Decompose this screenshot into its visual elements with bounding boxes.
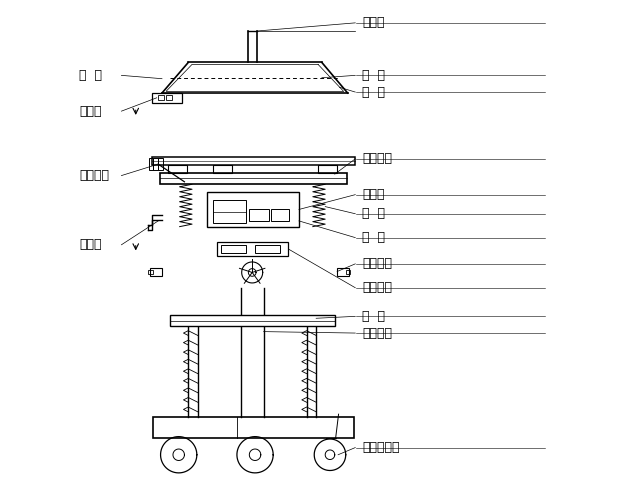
Text: 调整螺丝: 调整螺丝 xyxy=(362,326,392,339)
Text: 支  架: 支 架 xyxy=(362,310,385,323)
Bar xyxy=(318,165,337,173)
Text: 上  框: 上 框 xyxy=(80,69,102,82)
Text: 进料口: 进料口 xyxy=(362,16,384,29)
Bar xyxy=(217,242,289,256)
Bar xyxy=(150,268,162,276)
Text: 尼龙刹车轮: 尼龙刹车轮 xyxy=(362,441,399,454)
Bar xyxy=(148,270,153,275)
Bar xyxy=(221,245,246,253)
Bar xyxy=(152,157,355,165)
Text: 弹  簧: 弹 簧 xyxy=(362,207,385,220)
Text: 出料口: 出料口 xyxy=(80,105,102,118)
Bar xyxy=(160,173,347,184)
Text: 细  网: 细 网 xyxy=(362,69,385,82)
Bar xyxy=(149,158,154,170)
Text: 上部重锤: 上部重锤 xyxy=(362,152,392,166)
Bar xyxy=(337,268,349,276)
Bar xyxy=(154,158,158,170)
Text: 电  机: 电 机 xyxy=(362,231,385,244)
Bar xyxy=(213,165,232,173)
Text: 出料口: 出料口 xyxy=(80,238,102,251)
Bar xyxy=(158,96,164,100)
Bar xyxy=(154,417,354,438)
Bar xyxy=(271,209,289,221)
Bar xyxy=(213,200,246,223)
Text: 波形手轮: 波形手轮 xyxy=(80,169,109,182)
Bar xyxy=(152,93,181,103)
Bar xyxy=(158,158,163,170)
Text: 下部重锤: 下部重锤 xyxy=(362,281,392,294)
Bar xyxy=(255,245,280,253)
Bar xyxy=(167,96,173,100)
Bar xyxy=(168,165,187,173)
Bar xyxy=(170,315,335,326)
Text: 五星把手: 五星把手 xyxy=(362,257,392,270)
Text: 网  架: 网 架 xyxy=(362,85,385,98)
Bar xyxy=(346,270,350,275)
Text: 振动体: 振动体 xyxy=(362,188,384,201)
Bar xyxy=(249,209,269,221)
Bar xyxy=(207,192,299,227)
